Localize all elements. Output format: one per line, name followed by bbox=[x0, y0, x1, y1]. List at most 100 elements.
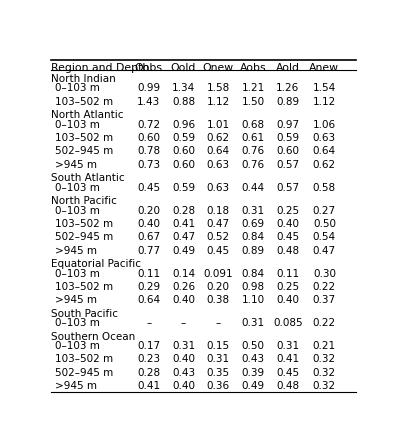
Text: North Indian: North Indian bbox=[51, 74, 116, 84]
Text: 0.43: 0.43 bbox=[241, 354, 264, 365]
Text: 0–103 m: 0–103 m bbox=[55, 83, 100, 93]
Text: 0.52: 0.52 bbox=[207, 232, 230, 242]
Text: Onew: Onew bbox=[202, 63, 234, 73]
Text: 0.60: 0.60 bbox=[276, 146, 299, 156]
Text: 0.59: 0.59 bbox=[276, 133, 299, 143]
Text: 0.60: 0.60 bbox=[137, 133, 160, 143]
Text: 0.64: 0.64 bbox=[313, 146, 336, 156]
Text: 0.25: 0.25 bbox=[276, 206, 299, 215]
Text: 0.61: 0.61 bbox=[241, 133, 264, 143]
Text: 0.37: 0.37 bbox=[313, 295, 336, 305]
Text: 0.77: 0.77 bbox=[137, 246, 160, 256]
Text: 502–945 m: 502–945 m bbox=[55, 146, 113, 156]
Text: 0.091: 0.091 bbox=[203, 268, 233, 279]
Text: 0.45: 0.45 bbox=[276, 232, 299, 242]
Text: 0.20: 0.20 bbox=[137, 206, 160, 215]
Text: 0.50: 0.50 bbox=[313, 219, 336, 229]
Text: 0.62: 0.62 bbox=[207, 133, 230, 143]
Text: 0.54: 0.54 bbox=[313, 232, 336, 242]
Text: 0.47: 0.47 bbox=[313, 246, 336, 256]
Text: 0.60: 0.60 bbox=[172, 159, 195, 170]
Text: Oold: Oold bbox=[171, 63, 196, 73]
Text: South Atlantic: South Atlantic bbox=[51, 173, 125, 183]
Text: 0.11: 0.11 bbox=[276, 268, 299, 279]
Text: 0.48: 0.48 bbox=[276, 381, 299, 391]
Text: 0.47: 0.47 bbox=[207, 219, 230, 229]
Text: 0.43: 0.43 bbox=[172, 368, 195, 378]
Text: 0.40: 0.40 bbox=[172, 381, 195, 391]
Text: 0.31: 0.31 bbox=[241, 206, 264, 215]
Text: 0.47: 0.47 bbox=[172, 232, 195, 242]
Text: 1.12: 1.12 bbox=[206, 97, 230, 107]
Text: 0.39: 0.39 bbox=[241, 368, 264, 378]
Text: 0.25: 0.25 bbox=[276, 282, 299, 292]
Text: 1.58: 1.58 bbox=[206, 83, 230, 93]
Text: 0.31: 0.31 bbox=[276, 341, 299, 351]
Text: 0.18: 0.18 bbox=[207, 206, 230, 215]
Text: 1.50: 1.50 bbox=[241, 97, 264, 107]
Text: 0.29: 0.29 bbox=[137, 282, 160, 292]
Text: 1.12: 1.12 bbox=[313, 97, 336, 107]
Text: 0.48: 0.48 bbox=[276, 246, 299, 256]
Text: 0.45: 0.45 bbox=[137, 183, 160, 193]
Text: 0–103 m: 0–103 m bbox=[55, 206, 100, 215]
Text: 0.30: 0.30 bbox=[313, 268, 336, 279]
Text: 0.45: 0.45 bbox=[276, 368, 299, 378]
Text: 0.15: 0.15 bbox=[207, 341, 230, 351]
Text: 0.72: 0.72 bbox=[137, 120, 160, 129]
Text: 0.99: 0.99 bbox=[137, 83, 160, 93]
Text: 0.58: 0.58 bbox=[313, 183, 336, 193]
Text: 0.98: 0.98 bbox=[241, 282, 264, 292]
Text: 0.50: 0.50 bbox=[241, 341, 264, 351]
Text: Southern Ocean: Southern Ocean bbox=[51, 332, 135, 341]
Text: 0.63: 0.63 bbox=[207, 159, 230, 170]
Text: 0.73: 0.73 bbox=[137, 159, 160, 170]
Text: 0.60: 0.60 bbox=[172, 146, 195, 156]
Text: 0.96: 0.96 bbox=[172, 120, 195, 129]
Text: 0.88: 0.88 bbox=[172, 97, 195, 107]
Text: 0.31: 0.31 bbox=[207, 354, 230, 365]
Text: 0.57: 0.57 bbox=[276, 159, 299, 170]
Text: 0.76: 0.76 bbox=[241, 159, 264, 170]
Text: 0–103 m: 0–103 m bbox=[55, 268, 100, 279]
Text: North Pacific: North Pacific bbox=[51, 196, 117, 206]
Text: 0.14: 0.14 bbox=[172, 268, 195, 279]
Text: 0.32: 0.32 bbox=[313, 354, 336, 365]
Text: 0.68: 0.68 bbox=[241, 120, 264, 129]
Text: 1.21: 1.21 bbox=[241, 83, 265, 93]
Text: 103–502 m: 103–502 m bbox=[55, 354, 113, 365]
Text: 0.31: 0.31 bbox=[172, 341, 195, 351]
Text: 1.26: 1.26 bbox=[276, 83, 299, 93]
Text: 0.36: 0.36 bbox=[207, 381, 230, 391]
Text: 0.84: 0.84 bbox=[241, 268, 264, 279]
Text: >945 m: >945 m bbox=[55, 246, 97, 256]
Text: 0.22: 0.22 bbox=[313, 282, 336, 292]
Text: 0.31: 0.31 bbox=[241, 318, 264, 328]
Text: –: – bbox=[216, 318, 221, 328]
Text: 0.32: 0.32 bbox=[313, 381, 336, 391]
Text: Aobs: Aobs bbox=[240, 63, 266, 73]
Text: 0–103 m: 0–103 m bbox=[55, 183, 100, 193]
Text: 0.32: 0.32 bbox=[313, 368, 336, 378]
Text: 0.20: 0.20 bbox=[207, 282, 230, 292]
Text: 0.28: 0.28 bbox=[137, 368, 160, 378]
Text: 0.22: 0.22 bbox=[313, 318, 336, 328]
Text: 502–945 m: 502–945 m bbox=[55, 232, 113, 242]
Text: >945 m: >945 m bbox=[55, 159, 97, 170]
Text: 0–103 m: 0–103 m bbox=[55, 318, 100, 328]
Text: 0.28: 0.28 bbox=[172, 206, 195, 215]
Text: 1.06: 1.06 bbox=[313, 120, 336, 129]
Text: 0.59: 0.59 bbox=[172, 133, 195, 143]
Text: 0.76: 0.76 bbox=[241, 146, 264, 156]
Text: 0.27: 0.27 bbox=[313, 206, 336, 215]
Text: 0.49: 0.49 bbox=[241, 381, 264, 391]
Text: 0.57: 0.57 bbox=[276, 183, 299, 193]
Text: 502–945 m: 502–945 m bbox=[55, 368, 113, 378]
Text: 0.78: 0.78 bbox=[137, 146, 160, 156]
Text: 103–502 m: 103–502 m bbox=[55, 219, 113, 229]
Text: 0.21: 0.21 bbox=[313, 341, 336, 351]
Text: 103–502 m: 103–502 m bbox=[55, 133, 113, 143]
Text: 0.64: 0.64 bbox=[207, 146, 230, 156]
Text: 0.44: 0.44 bbox=[241, 183, 264, 193]
Text: 0.38: 0.38 bbox=[207, 295, 230, 305]
